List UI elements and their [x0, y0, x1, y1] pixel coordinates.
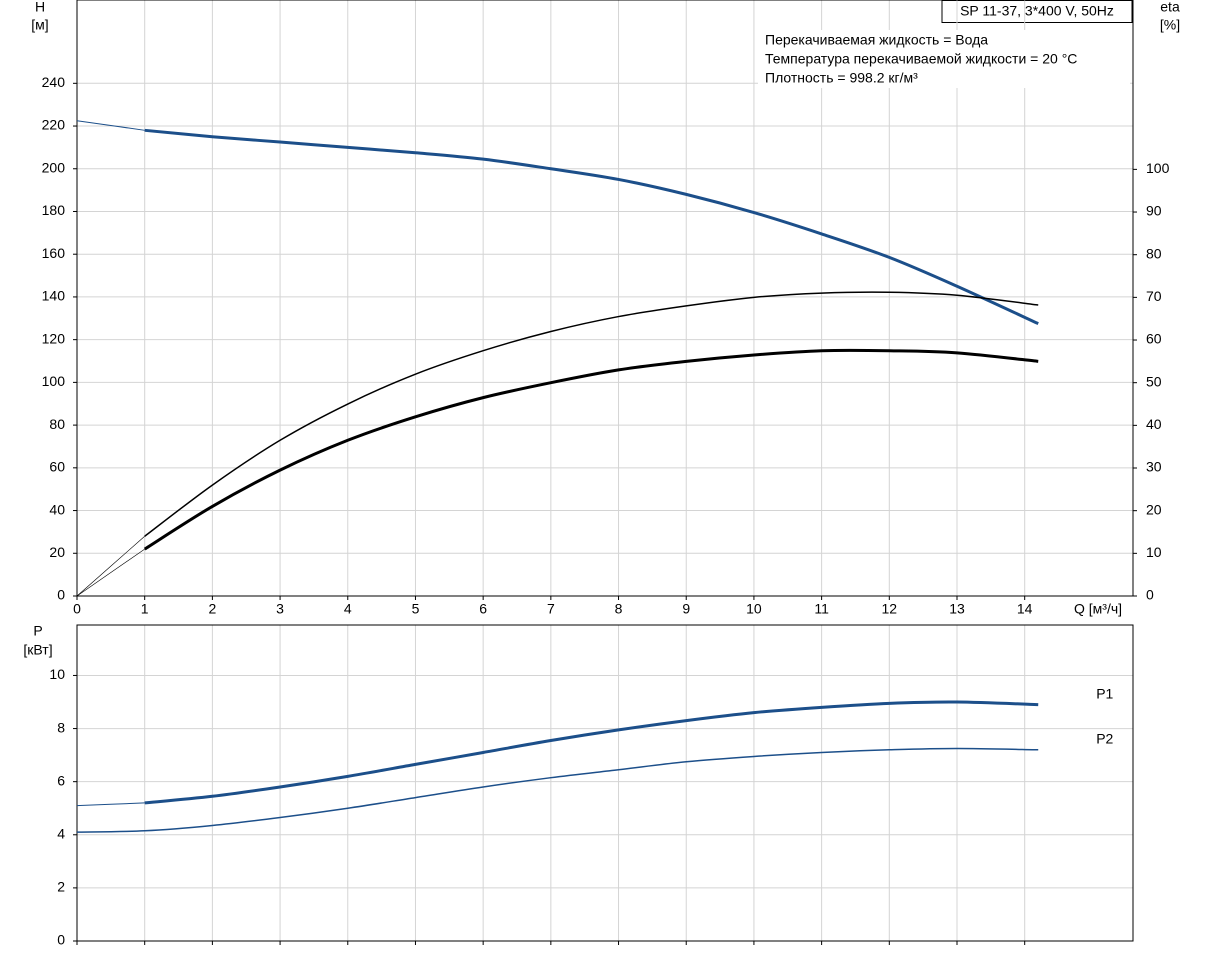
y-tick-label: 160	[42, 245, 66, 261]
note: Температура перекачиваемой жидкости = 20…	[765, 51, 1077, 67]
y-tick-label: 8	[57, 719, 65, 735]
x-tick-label: 5	[412, 601, 420, 617]
y2-tick-label: 0	[1146, 587, 1154, 603]
series-label: P1	[1096, 685, 1113, 701]
y-tick-label: 120	[42, 330, 66, 346]
x-label: Q [м³/ч]	[1074, 601, 1122, 617]
curve	[76, 747, 1039, 833]
y-tick-label: 80	[49, 416, 65, 432]
y-tick-label: 20	[49, 544, 65, 560]
y2-tick-label: 10	[1146, 544, 1162, 560]
y-unit: [кВт]	[23, 642, 52, 658]
x-tick-label: 9	[682, 601, 690, 617]
x-tick-label: 6	[479, 601, 487, 617]
y2-tick-label: 70	[1146, 288, 1162, 304]
note: Перекачиваемая жидкость = Вода	[765, 32, 988, 48]
x-tick-label: 8	[615, 601, 623, 617]
y-tick-label: 60	[49, 459, 65, 475]
y-label: H	[35, 0, 45, 15]
y2-tick-label: 80	[1146, 245, 1162, 261]
curve	[144, 700, 1039, 805]
notes-bg	[758, 30, 1130, 88]
x-tick-label: 4	[344, 601, 352, 617]
curve	[143, 348, 1039, 551]
y-tick-label: 4	[57, 825, 65, 841]
y-unit: [м]	[31, 17, 48, 33]
x-tick-label: 10	[746, 601, 762, 617]
x-tick-label: 14	[1017, 601, 1033, 617]
x-tick-label: 1	[141, 601, 149, 617]
y-tick-label: 2	[57, 879, 65, 895]
chart-title: SP 11-37, 3*400 V, 50Hz	[960, 3, 1114, 19]
curve	[144, 291, 1039, 537]
y2-tick-label: 60	[1146, 331, 1162, 347]
y2-tick-label: 40	[1146, 416, 1162, 432]
y-tick-label: 0	[57, 587, 65, 603]
y2-label: eta	[1160, 0, 1180, 15]
y2-tick-label: 90	[1146, 203, 1162, 219]
plot-frame	[76, 0, 1134, 597]
y2-tick-label: 30	[1146, 459, 1162, 475]
note: Плотность = 998.2 кг/м³	[765, 70, 918, 86]
x-tick-label: 2	[208, 601, 216, 617]
y-tick-label: 0	[57, 932, 65, 948]
x-tick-label: 3	[276, 601, 284, 617]
series-label: P2	[1096, 731, 1113, 747]
y-tick-label: 40	[49, 501, 65, 517]
y-tick-label: 240	[42, 74, 66, 90]
y-tick-label: 180	[42, 202, 66, 218]
x-tick-label: 12	[882, 601, 898, 617]
y2-tick-label: 20	[1146, 501, 1162, 517]
curve	[76, 536, 145, 597]
x-tick-label: 13	[949, 601, 965, 617]
x-tick-label: 0	[73, 601, 81, 617]
y-label: P	[33, 623, 42, 639]
curve	[76, 548, 145, 597]
plot-frame	[76, 624, 1134, 942]
curve	[76, 802, 145, 807]
y-tick-label: 140	[42, 288, 66, 304]
x-tick-label: 11	[814, 601, 829, 617]
y2-unit: [%]	[1160, 17, 1180, 33]
y-tick-label: 220	[42, 117, 66, 133]
x-tick-label: 7	[547, 601, 555, 617]
curve	[144, 128, 1039, 325]
curve	[76, 120, 145, 131]
y2-tick-label: 100	[1146, 160, 1170, 176]
y-tick-label: 10	[49, 666, 65, 682]
y-tick-label: 100	[42, 373, 66, 389]
y2-tick-label: 50	[1146, 373, 1162, 389]
y-tick-label: 6	[57, 772, 65, 788]
y-tick-label: 200	[42, 159, 66, 175]
